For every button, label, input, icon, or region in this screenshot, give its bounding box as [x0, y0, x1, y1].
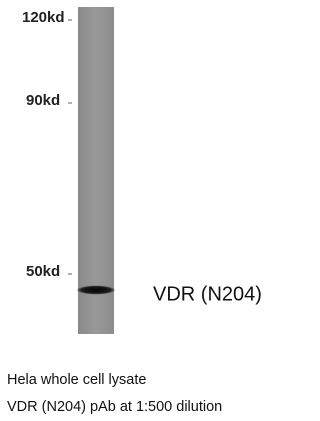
page: 120kd 90kd 50kd VDR (N204) Hela whole ce… — [0, 0, 297, 421]
band-label: VDR (N204) — [153, 283, 262, 305]
marker-label: 120kd — [22, 9, 65, 26]
caption-line: VDR (N204) pAb at 1:500 dilution — [7, 399, 222, 415]
marker-label: 90kd — [26, 92, 60, 109]
blot-lane — [78, 7, 114, 334]
caption-line: Hela whole cell lysate — [7, 372, 146, 388]
marker-label: 50kd — [26, 263, 60, 280]
protein-band — [77, 286, 115, 295]
blot-figure: 120kd 90kd 50kd VDR (N204) Hela whole ce… — [0, 0, 297, 421]
